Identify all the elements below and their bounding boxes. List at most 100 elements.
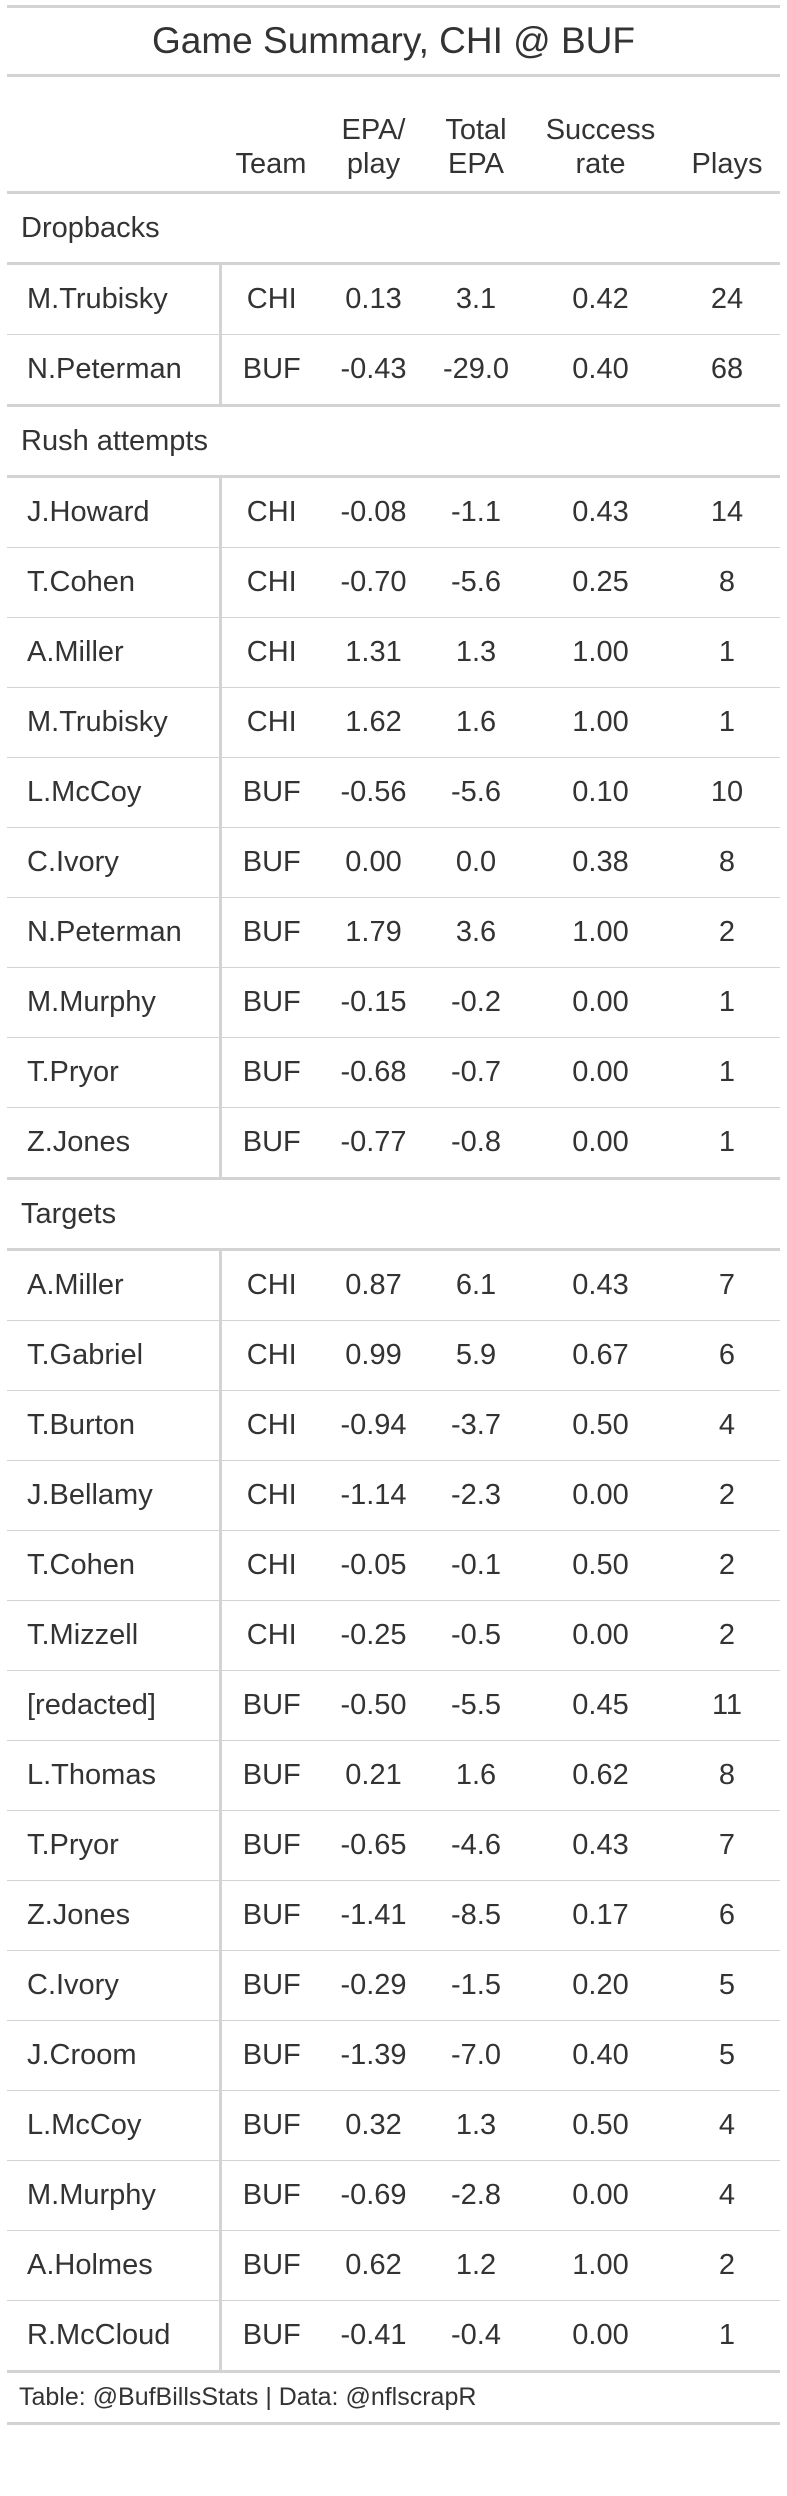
cell-plays: 2 <box>674 2230 780 2301</box>
cell-plays: 1 <box>674 687 780 758</box>
cell-plays: 14 <box>674 476 780 548</box>
cell-team: BUF <box>220 1107 322 1180</box>
cell-success-rate: 0.17 <box>527 1880 674 1951</box>
table-row: R.McCloud BUF -0.41 -0.4 0.00 1 <box>7 2300 780 2373</box>
cell-player: N.Peterman <box>7 334 222 407</box>
header-row: Team EPA/play Total EPA Success rate Plays <box>7 77 780 194</box>
cell-success-rate: 0.00 <box>527 2300 674 2373</box>
group-row: Targets <box>7 1178 780 1251</box>
cell-player: J.Bellamy <box>7 1460 222 1531</box>
header-plays: Plays <box>674 77 780 194</box>
cell-success-rate: 0.00 <box>527 1107 674 1180</box>
cell-epa-play: -0.70 <box>322 547 425 618</box>
summary-table-container: Game Summary, CHI @ BUF Team EPA/play To… <box>7 5 780 2496</box>
table-row: Z.Jones BUF -1.41 -8.5 0.17 6 <box>7 1880 780 1951</box>
cell-total-epa: -5.5 <box>425 1670 527 1741</box>
cell-team: BUF <box>220 1670 322 1741</box>
cell-epa-play: -0.05 <box>322 1530 425 1601</box>
cell-player: M.Trubisky <box>7 687 222 758</box>
cell-success-rate: 1.00 <box>527 687 674 758</box>
table-row: T.Gabriel CHI 0.99 5.9 0.67 6 <box>7 1320 780 1391</box>
cell-player: M.Murphy <box>7 2160 222 2231</box>
cell-team: CHI <box>220 617 322 688</box>
group-label: Dropbacks <box>7 192 780 265</box>
cell-plays: 8 <box>674 1740 780 1811</box>
table-row: N.Peterman BUF 1.79 3.6 1.00 2 <box>7 897 780 968</box>
cell-team: CHI <box>220 1600 322 1671</box>
cell-total-epa: 3.1 <box>425 263 527 335</box>
group-label: Rush attempts <box>7 405 780 478</box>
cell-plays: 1 <box>674 967 780 1038</box>
cell-plays: 2 <box>674 1600 780 1671</box>
table-row: J.Bellamy CHI -1.14 -2.3 0.00 2 <box>7 1460 780 1531</box>
table-row: M.Murphy BUF -0.15 -0.2 0.00 1 <box>7 967 780 1038</box>
table-row: T.Cohen CHI -0.05 -0.1 0.50 2 <box>7 1530 780 1601</box>
cell-total-epa: -7.0 <box>425 2020 527 2091</box>
cell-epa-play: -0.50 <box>322 1670 425 1741</box>
cell-success-rate: 0.00 <box>527 2160 674 2231</box>
cell-epa-play: -1.41 <box>322 1880 425 1951</box>
cell-plays: 5 <box>674 1950 780 2021</box>
cell-epa-play: -0.43 <box>322 334 425 407</box>
cell-epa-play: -0.29 <box>322 1950 425 2021</box>
table-row: T.Pryor BUF -0.65 -4.6 0.43 7 <box>7 1810 780 1881</box>
table-row: Z.Jones BUF -0.77 -0.8 0.00 1 <box>7 1107 780 1180</box>
cell-total-epa: -8.5 <box>425 1880 527 1951</box>
cell-player: M.Murphy <box>7 967 222 1038</box>
cell-success-rate: 0.40 <box>527 2020 674 2091</box>
cell-epa-play: -0.94 <box>322 1390 425 1461</box>
cell-success-rate: 0.00 <box>527 1037 674 1108</box>
cell-total-epa: -0.4 <box>425 2300 527 2373</box>
cell-success-rate: 1.00 <box>527 2230 674 2301</box>
table-body: Dropbacks M.Trubisky CHI 0.13 3.1 0.42 24 N.Pet… <box>7 192 780 2373</box>
cell-team: BUF <box>220 334 322 407</box>
cell-total-epa: -0.7 <box>425 1037 527 1108</box>
cell-team: BUF <box>220 827 322 898</box>
cell-player: Z.Jones <box>7 1880 222 1951</box>
cell-epa-play: -0.68 <box>322 1037 425 1108</box>
cell-epa-play: 0.62 <box>322 2230 425 2301</box>
cell-epa-play: 0.00 <box>322 827 425 898</box>
cell-plays: 7 <box>674 1810 780 1881</box>
cell-total-epa: -5.6 <box>425 757 527 828</box>
cell-plays: 4 <box>674 2160 780 2231</box>
cell-player: A.Holmes <box>7 2230 222 2301</box>
cell-team: BUF <box>220 1740 322 1811</box>
cell-total-epa: -0.5 <box>425 1600 527 1671</box>
table-footer: Table: @BufBillsStats | Data: @nflscrapR <box>7 2373 780 2425</box>
cell-total-epa: 1.6 <box>425 1740 527 1811</box>
cell-plays: 2 <box>674 897 780 968</box>
group-row: Rush attempts <box>7 405 780 478</box>
table-row: T.Pryor BUF -0.68 -0.7 0.00 1 <box>7 1037 780 1108</box>
cell-team: BUF <box>220 1037 322 1108</box>
cell-team: BUF <box>220 757 322 828</box>
table-row: C.Ivory BUF 0.00 0.0 0.38 8 <box>7 827 780 898</box>
cell-player: M.Trubisky <box>7 263 222 335</box>
cell-plays: 5 <box>674 2020 780 2091</box>
cell-epa-play: -0.77 <box>322 1107 425 1180</box>
table-row: T.Burton CHI -0.94 -3.7 0.50 4 <box>7 1390 780 1461</box>
table-row: [redacted] BUF -0.50 -5.5 0.45 11 <box>7 1670 780 1741</box>
cell-epa-play: -0.41 <box>322 2300 425 2373</box>
cell-epa-play: -0.08 <box>322 476 425 548</box>
cell-epa-play: 0.21 <box>322 1740 425 1811</box>
cell-epa-play: -0.65 <box>322 1810 425 1881</box>
cell-plays: 1 <box>674 1107 780 1180</box>
cell-epa-play: 1.62 <box>322 687 425 758</box>
cell-team: BUF <box>220 1880 322 1951</box>
cell-success-rate: 0.10 <box>527 757 674 828</box>
cell-player: T.Gabriel <box>7 1320 222 1391</box>
cell-success-rate: 0.43 <box>527 1810 674 1881</box>
cell-epa-play: -0.25 <box>322 1600 425 1671</box>
cell-success-rate: 0.38 <box>527 827 674 898</box>
cell-team: CHI <box>220 263 322 335</box>
cell-plays: 2 <box>674 1530 780 1601</box>
cell-epa-play: 0.32 <box>322 2090 425 2161</box>
cell-epa-play: -1.39 <box>322 2020 425 2091</box>
header-total-epa: Total EPA <box>425 77 527 194</box>
cell-epa-play: 0.99 <box>322 1320 425 1391</box>
cell-team: BUF <box>220 2090 322 2161</box>
cell-plays: 6 <box>674 1880 780 1951</box>
table-row: A.Miller CHI 0.87 6.1 0.43 7 <box>7 1249 780 1321</box>
cell-player: L.Thomas <box>7 1740 222 1811</box>
